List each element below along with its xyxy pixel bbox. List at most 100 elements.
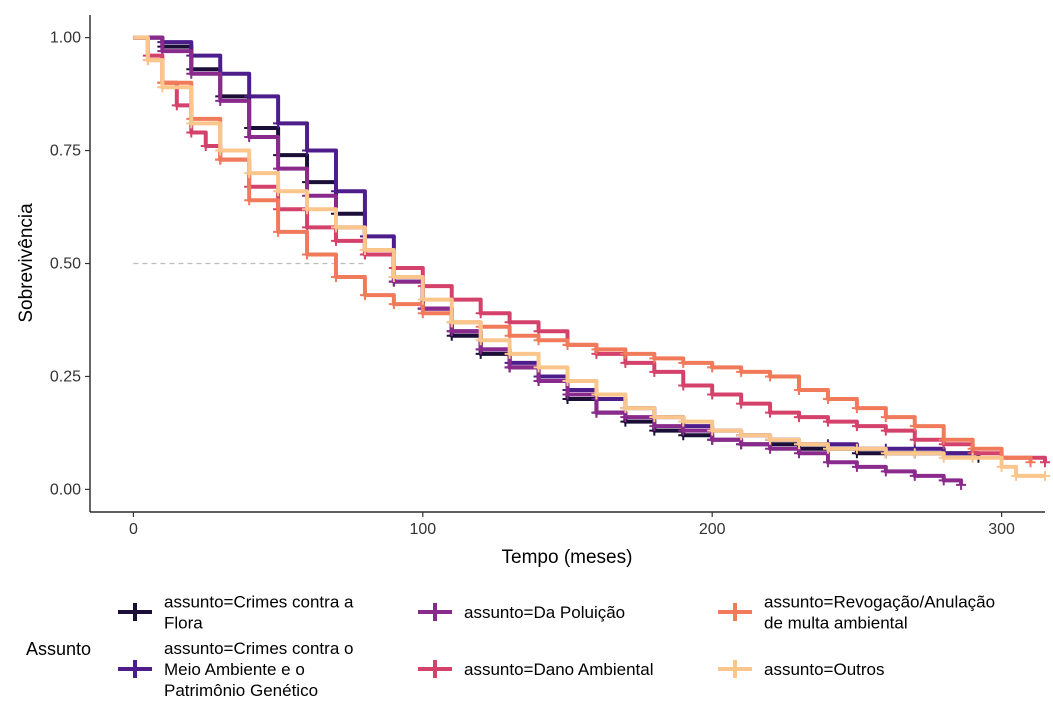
survival-curve [133, 35, 1045, 478]
legend-title: Assunto [26, 639, 91, 659]
censor-mark [736, 439, 747, 450]
censor-mark [533, 375, 544, 386]
censor-mark [736, 398, 747, 409]
legend-key [718, 603, 752, 621]
censor-mark [620, 412, 631, 423]
censor-mark [504, 362, 515, 373]
censor-mark [794, 385, 805, 396]
censor-mark [707, 425, 718, 436]
legend-item-3: assunto=Da Poluição [418, 603, 625, 622]
tick-layer: 0.00 0.25 0.50 0.75 1.00 0 100 200 300 [50, 30, 1015, 538]
censor-mark [620, 357, 631, 368]
censor-mark [1040, 470, 1050, 481]
survival-curve [133, 35, 964, 485]
legend-key [118, 603, 152, 621]
censor-mark [851, 403, 862, 414]
legend-item-5: assunto=Revogação/Anulação de multa ambie… [718, 593, 995, 633]
censor-mark [678, 416, 689, 427]
censor-mark [504, 348, 515, 359]
censor-mark [909, 434, 920, 445]
legend-key [118, 660, 152, 678]
censor-mark [909, 470, 920, 481]
legend-item-4: assunto=Dano Ambiental [418, 660, 654, 679]
censor-mark [200, 141, 211, 152]
censor-mark [186, 118, 197, 129]
censor-mark [967, 443, 978, 454]
censor-mark [938, 452, 949, 463]
y-tick-label: 1.00 [50, 30, 81, 47]
legend-label: assunto=Dano Ambiental [464, 660, 654, 679]
censor-mark [302, 204, 313, 215]
censor-mark [880, 466, 891, 477]
censor-mark [1011, 470, 1022, 481]
censor-mark [649, 366, 660, 377]
legend-item-1: assunto=Crimes contra a Flora [118, 593, 354, 633]
legend-label: assunto=Outros [764, 660, 885, 679]
legend-label: Meio Ambiente e o [164, 660, 305, 679]
survival-curve [133, 35, 981, 458]
x-tick-label: 100 [409, 521, 436, 538]
censor-mark [330, 235, 341, 246]
y-tick-label: 0.75 [50, 143, 81, 160]
censor-mark [880, 448, 891, 459]
censor-mark [909, 448, 920, 459]
x-tick-label: 300 [988, 521, 1015, 538]
legend-label: Patrimônio Genético [164, 681, 318, 700]
censor-mark [475, 344, 486, 355]
censor-mark [475, 308, 486, 319]
censor-mark [215, 95, 226, 106]
series-layer [133, 35, 1050, 490]
legend-label: Flora [164, 614, 203, 633]
legend-key [418, 603, 452, 621]
x-axis-title: Tempo (meses) [502, 547, 633, 568]
censor-mark [591, 344, 602, 355]
censor-mark [417, 308, 428, 319]
censor-mark [736, 366, 747, 377]
y-tick-label: 0.25 [50, 368, 81, 385]
legend-key [418, 660, 452, 678]
censor-mark [707, 362, 718, 373]
censor-mark [475, 335, 486, 346]
legend-label: assunto=Crimes contra o [164, 639, 353, 658]
censor-mark [880, 425, 891, 436]
legend-label: assunto=Crimes contra a [164, 593, 354, 612]
censor-mark [851, 461, 862, 472]
legend-item-2: assunto=Crimes contra o Meio Ambiente e o… [118, 639, 353, 700]
legend-label: de multa ambiental [764, 614, 908, 633]
legend-label: assunto=Da Poluição [464, 603, 625, 622]
censor-mark [822, 443, 833, 454]
censor-mark [446, 317, 457, 328]
censor-mark [215, 145, 226, 156]
survival-curve [133, 35, 973, 456]
censor-mark [244, 168, 255, 179]
censor-mark [562, 389, 573, 400]
censor-mark [707, 434, 718, 445]
censor-mark [273, 186, 284, 197]
censor-mark [765, 407, 776, 418]
censor-mark [794, 448, 805, 459]
censor-mark [591, 407, 602, 418]
censor-mark [822, 394, 833, 405]
censor-mark [678, 357, 689, 368]
y-axis-title: Sobrevivência [16, 203, 37, 323]
censor-mark [649, 353, 660, 364]
censor-mark [851, 421, 862, 432]
censor-mark [388, 272, 399, 283]
legend-label: assunto=Revogação/Anulação [764, 593, 995, 612]
censor-mark [591, 389, 602, 400]
censor-mark [330, 222, 341, 233]
censor-mark [707, 389, 718, 400]
y-tick-label: 0.00 [50, 481, 81, 498]
censor-mark [794, 412, 805, 423]
censor-mark [765, 443, 776, 454]
censor-mark [562, 339, 573, 350]
censor-mark [649, 421, 660, 432]
series-6 [133, 35, 1050, 481]
series-4 [133, 35, 1050, 468]
censor-mark [533, 362, 544, 373]
x-tick-label: 0 [129, 521, 138, 538]
censor-mark [215, 154, 226, 165]
censor-mark [880, 412, 891, 423]
censor-mark [996, 461, 1007, 472]
censor-mark [765, 371, 776, 382]
